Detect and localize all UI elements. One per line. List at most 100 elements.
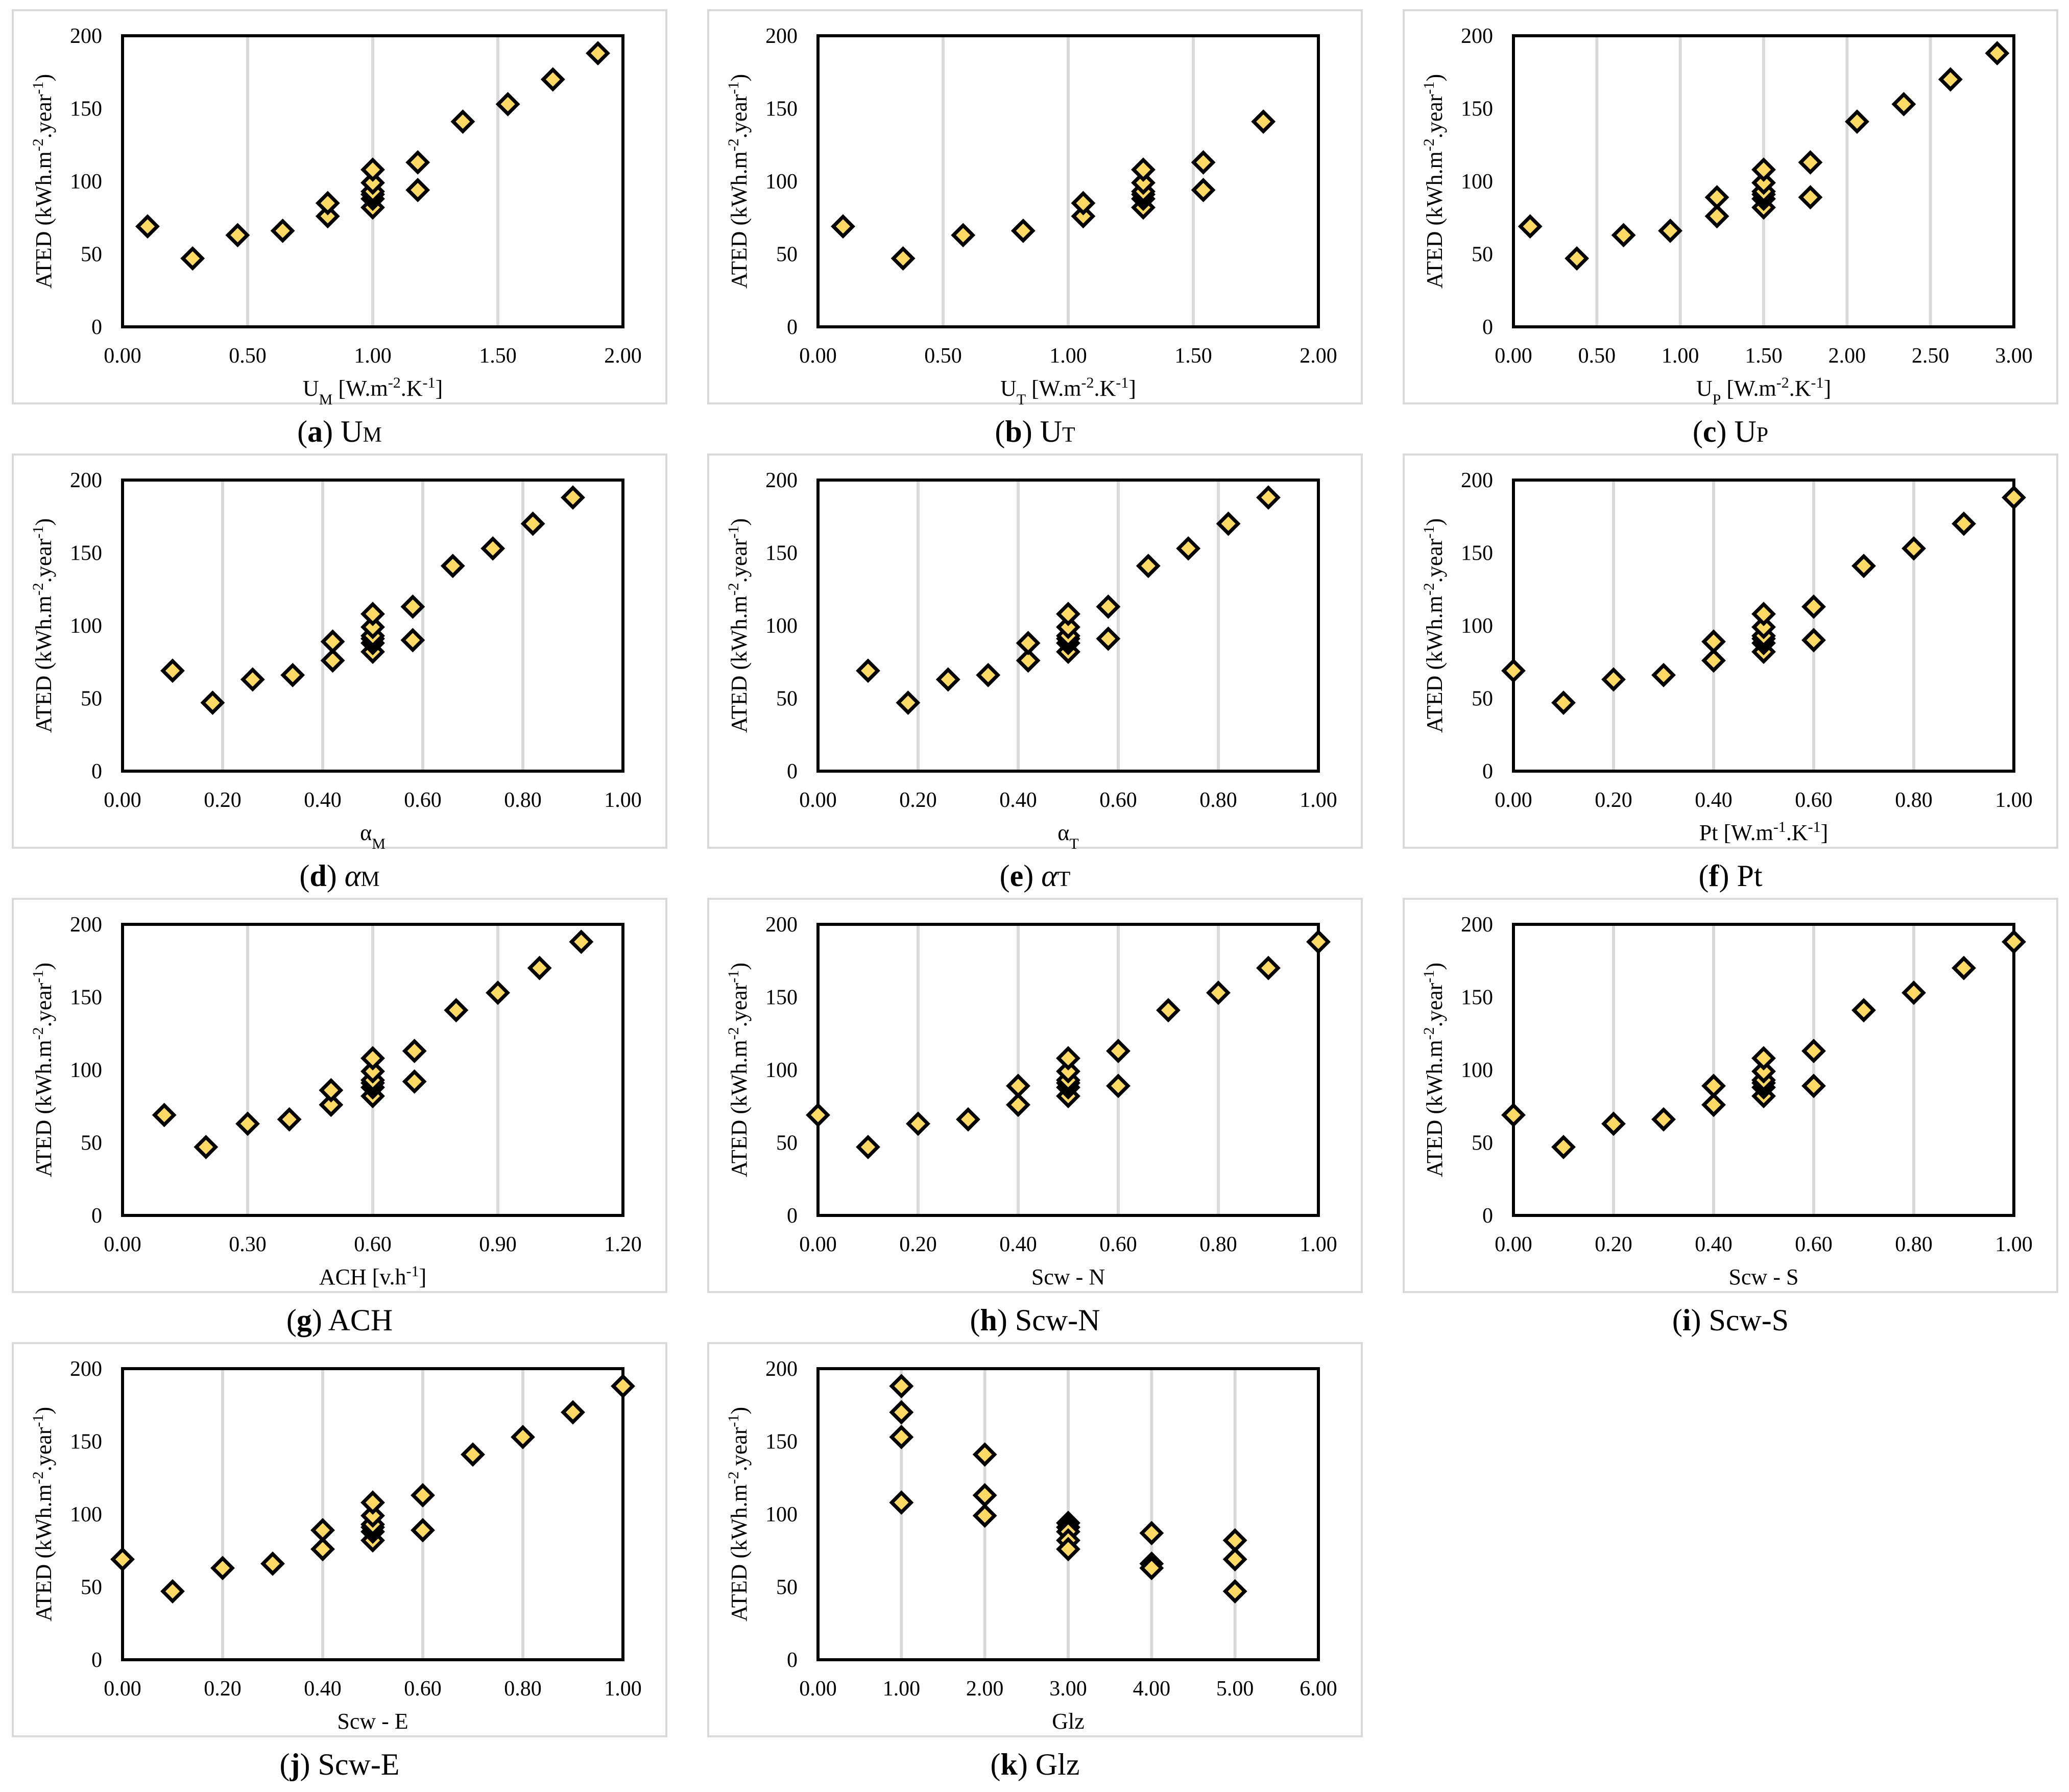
data-point — [1701, 629, 1726, 654]
data-point — [400, 628, 425, 653]
x-tick-label: 0.50 — [1578, 344, 1616, 368]
x-tick-label: 0.80 — [504, 789, 542, 812]
panel-caption: (h) Scw-N — [970, 1303, 1100, 1337]
data-point — [1256, 955, 1281, 981]
x-tick-label: 0.60 — [1795, 1233, 1833, 1256]
y-tick-label: 200 — [70, 25, 102, 48]
data-point — [1751, 1059, 1776, 1084]
y-tick-label: 100 — [70, 614, 102, 638]
x-tick-label: 0.00 — [104, 1677, 141, 1701]
x-tick-label: 1.00 — [1995, 1233, 2033, 1256]
data-point — [856, 1135, 880, 1159]
x-tick-label: 0.20 — [899, 789, 937, 812]
data-point — [1891, 92, 1916, 116]
data-point — [1016, 631, 1041, 656]
data-point — [1071, 204, 1096, 229]
x-tick-label: 0.40 — [304, 789, 342, 812]
x-tick-label: 1.00 — [1662, 344, 1699, 368]
data-point — [1704, 185, 1729, 210]
y-tick-label: 100 — [1461, 1059, 1493, 1082]
data-point — [360, 602, 385, 627]
x-tick-label: 0.00 — [1495, 789, 1532, 812]
data-point — [1306, 929, 1331, 954]
data-point — [831, 214, 855, 239]
data-point — [360, 614, 385, 639]
x-tick-label: 1.00 — [1300, 1233, 1337, 1256]
y-tick-label: 100 — [70, 1059, 102, 1082]
data-point — [1801, 594, 1826, 619]
x-tick-label: 1.00 — [883, 1677, 921, 1701]
data-point — [440, 554, 465, 579]
y-tick-label: 150 — [70, 542, 102, 565]
y-axis-label: ATED (kWh.m-2.year-1) — [725, 963, 752, 1177]
y-tick-label: 200 — [765, 913, 798, 937]
data-point — [972, 1442, 997, 1467]
x-axis-label: αT — [1057, 820, 1078, 852]
y-tick-label: 50 — [1472, 243, 1493, 267]
x-tick-label: 0.60 — [1099, 789, 1137, 812]
data-point — [1751, 614, 1776, 639]
y-axis-label: ATED (kWh.m-2.year-1) — [1421, 74, 1448, 289]
data-point — [1501, 658, 1526, 683]
x-tick-label: 2.00 — [604, 344, 642, 368]
panel-caption: (f) Pt — [1699, 859, 1763, 893]
data-point — [856, 658, 880, 683]
x-tick-label: 0.00 — [1495, 344, 1532, 368]
data-point — [405, 178, 430, 203]
y-axis-label: ATED (kWh.m-2.year-1) — [1421, 963, 1448, 1177]
x-tick-label: 0.40 — [1695, 789, 1733, 812]
data-point — [1251, 109, 1276, 134]
x-tick-label: 0.40 — [304, 1677, 342, 1701]
y-axis-label: ATED (kWh.m-2.year-1) — [30, 963, 57, 1177]
x-tick-label: 0.60 — [404, 789, 442, 812]
data-point — [1565, 246, 1590, 271]
x-tick-label: 0.00 — [799, 789, 837, 812]
y-axis-label: ATED (kWh.m-2.year-1) — [725, 518, 752, 733]
data-point — [360, 1046, 385, 1071]
y-tick-label: 200 — [1461, 913, 1493, 937]
y-tick-label: 50 — [81, 243, 102, 267]
y-tick-label: 100 — [70, 1503, 102, 1526]
y-tick-label: 50 — [1472, 687, 1493, 711]
x-tick-label: 0.00 — [104, 1233, 141, 1256]
y-axis-label: ATED (kWh.m-2.year-1) — [30, 1407, 57, 1621]
y-tick-label: 200 — [765, 25, 798, 48]
panel-caption: (i) Scw-S — [1672, 1303, 1789, 1337]
panel-a: 0 50 100 150 200 0.00 0.50 1.00 1.50 2.00 ATED (kW… — [12, 9, 667, 448]
data-point — [1191, 178, 1216, 203]
data-point — [1011, 218, 1036, 243]
data-point — [180, 246, 205, 271]
panel-caption: (a) UM — [297, 415, 382, 448]
y-tick-label: 0 — [787, 760, 798, 783]
x-tick-label: 0.40 — [999, 789, 1037, 812]
data-point — [194, 1135, 219, 1159]
panel-h: 0 50 100 150 200 0.00 0.20 0.40 0.60 0.80 1.00 ATED… — [707, 898, 1363, 1337]
x-tick-label: 6.00 — [1300, 1677, 1337, 1701]
y-tick-label: 200 — [1461, 469, 1493, 492]
y-tick-label: 150 — [765, 98, 798, 121]
x-tick-label: 0.60 — [1099, 1233, 1137, 1256]
x-tick-label: 2.50 — [1912, 344, 1950, 368]
y-tick-label: 100 — [1461, 170, 1493, 194]
data-point — [1096, 594, 1121, 619]
panel-caption: (j) Scw-E — [280, 1748, 400, 1781]
data-point — [1701, 648, 1726, 673]
x-tick-label: 0.50 — [229, 344, 267, 368]
data-point — [2002, 485, 2026, 510]
data-point — [360, 1490, 385, 1515]
data-point — [1191, 150, 1216, 175]
data-point — [956, 1107, 980, 1132]
x-tick-label: 1.00 — [604, 1677, 642, 1701]
y-tick-label: 200 — [1461, 25, 1493, 48]
x-tick-label: 1.50 — [1745, 344, 1783, 368]
data-point — [569, 929, 594, 954]
data-point — [1798, 150, 1823, 175]
data-point — [319, 1092, 344, 1117]
x-axis-label: ACH [v.h-1] — [319, 1263, 426, 1290]
data-point — [540, 67, 565, 92]
x-tick-label: 0.00 — [799, 1677, 837, 1701]
data-point — [315, 190, 340, 216]
y-tick-label: 100 — [70, 170, 102, 194]
data-point — [527, 955, 552, 981]
panel-k: 0 50 100 150 200 0.00 1.00 2.00 3.00 4.00 5.00 6.00… — [707, 1342, 1363, 1781]
